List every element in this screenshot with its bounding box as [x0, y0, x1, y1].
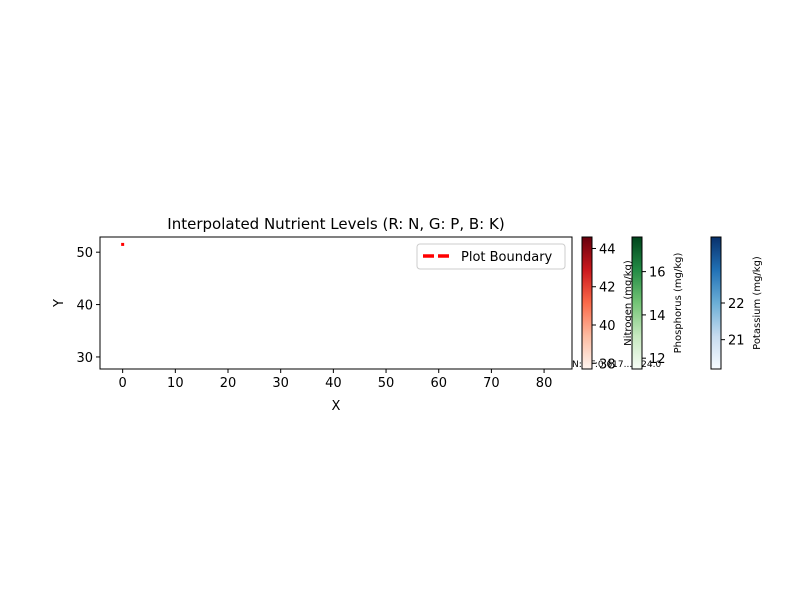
colorbar-tick-label: 16	[649, 266, 666, 281]
colorbar-tick-label: 14	[649, 309, 666, 324]
stats-annotation: N: 4F:0.617...K:24.0	[572, 360, 661, 370]
x-tick-label: 80	[536, 376, 553, 391]
y-axis-label: Y	[52, 299, 67, 308]
x-tick-label: 20	[220, 376, 237, 391]
colorbar-nitrogen: 38 40 42 44 Nitrogen (mg/kg)	[581, 236, 634, 372]
colorbar-phosphorus: 12 14 16 Phosphorus (mg/kg)	[631, 236, 684, 370]
colorbar-tick-label: 44	[599, 242, 616, 257]
x-tick-label: 0	[119, 376, 127, 391]
chart-title: Interpolated Nutrient Levels (R: N, G: P…	[167, 215, 504, 233]
x-tick-label: 40	[325, 376, 342, 391]
colorbar-tick-label: 21	[728, 334, 745, 349]
colorbar-potassium-bar	[710, 236, 722, 370]
x-tick-label: 60	[430, 376, 447, 391]
colorbar-potassium: 21 22 Potassium (mg/kg)	[710, 236, 763, 370]
colorbar-phosphorus-bar	[631, 236, 643, 370]
y-tick-label: 50	[76, 246, 93, 261]
legend: Plot Boundary	[416, 243, 566, 270]
colorbar-tick-label: 42	[599, 281, 616, 296]
x-tick-label: 10	[167, 376, 184, 391]
x-tick-label: 50	[378, 376, 395, 391]
colorbar-tick-label: 38	[599, 357, 616, 372]
legend-label-plot-boundary: Plot Boundary	[461, 250, 553, 265]
colorbar-tick-label: 12	[649, 352, 666, 367]
x-tick-label: 30	[272, 376, 289, 391]
colorbar-potassium-ticks: 21 22	[721, 297, 745, 349]
y-tick-label: 30	[76, 351, 93, 366]
y-tick-label: 40	[76, 299, 93, 314]
legend-box	[416, 243, 566, 270]
colorbar-phosphorus-ticks: 12 14 16	[642, 266, 666, 367]
colorbar-nitrogen-ticks: 38 40 42 44	[592, 242, 616, 372]
x-axis-label: X	[332, 399, 341, 414]
y-axis-ticks: 30 40 50	[76, 246, 100, 366]
x-tick-label: 70	[483, 376, 500, 391]
colorbar-potassium-label: Potassium (mg/kg)	[752, 256, 763, 350]
colorbar-tick-label: 40	[599, 319, 616, 334]
x-axis-ticks: 0 10 20 30 40 50 60 70 80	[119, 369, 553, 391]
colorbar-phosphorus-label: Phosphorus (mg/kg)	[673, 253, 684, 354]
colorbar-nitrogen-label: Nitrogen (mg/kg)	[623, 260, 634, 346]
colorbar-tick-label: 22	[728, 297, 745, 312]
colorbar-nitrogen-bar	[581, 236, 593, 370]
